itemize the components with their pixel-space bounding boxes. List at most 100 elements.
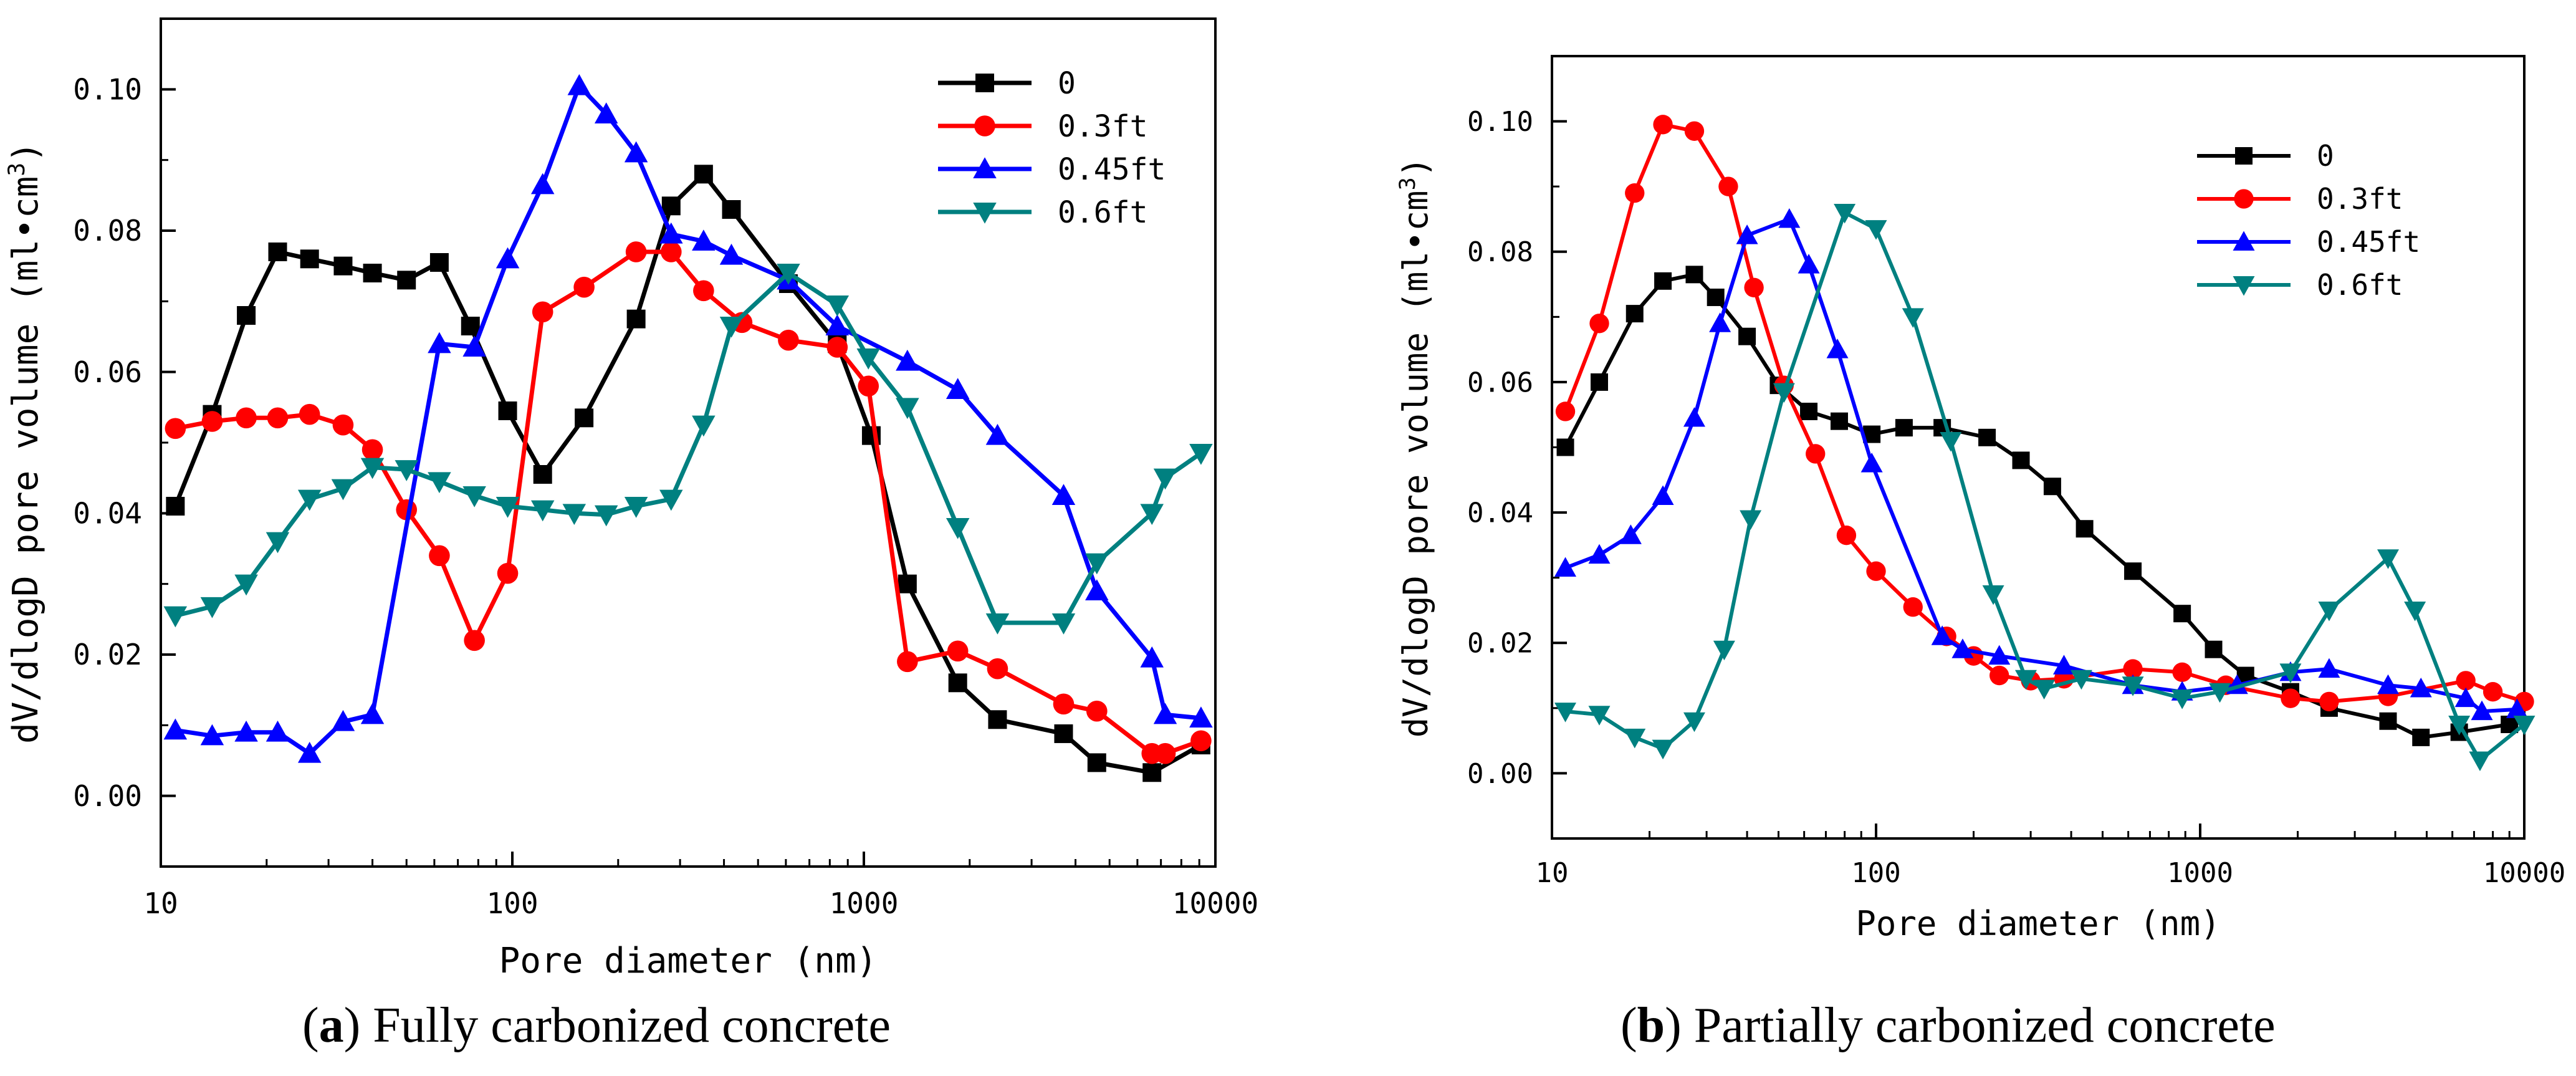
x-axis-label: Pore diameter (nm) bbox=[499, 941, 878, 981]
data-point bbox=[897, 651, 918, 673]
data-point bbox=[1866, 562, 1885, 581]
data-point bbox=[361, 703, 385, 724]
data-point bbox=[1685, 122, 1704, 141]
y-tick-label: 0.06 bbox=[73, 355, 142, 389]
data-point bbox=[1589, 314, 1609, 333]
data-point bbox=[987, 658, 1008, 680]
y-tick-label: 0.10 bbox=[1467, 106, 1533, 138]
y-tick-label: 0.02 bbox=[73, 638, 142, 671]
y-axis-label: dV/dlogD pore volume (ml•cm3) bbox=[3, 142, 47, 744]
data-point bbox=[1707, 289, 1725, 306]
data-point bbox=[573, 277, 595, 298]
data-point bbox=[2469, 752, 2491, 772]
x-tick-label: 100 bbox=[486, 886, 538, 920]
y-axis-label-main: dV/dlogD pore volume (ml•cm bbox=[1396, 190, 1435, 737]
caption-a-letter: a bbox=[319, 998, 344, 1053]
series-0-3ft: 0.3ft bbox=[165, 109, 1212, 764]
y-tick-label: 0.10 bbox=[73, 72, 142, 106]
legend-marker bbox=[974, 115, 995, 137]
data-point bbox=[165, 418, 186, 440]
data-point bbox=[429, 545, 450, 567]
data-point bbox=[499, 401, 517, 420]
legend-label: 0 bbox=[2317, 139, 2334, 173]
data-point bbox=[1978, 429, 1996, 446]
data-point bbox=[1709, 312, 1731, 332]
data-point bbox=[1683, 407, 1705, 427]
data-point bbox=[1740, 511, 1761, 531]
series-line bbox=[1566, 274, 2510, 737]
series-0-3ft: 0.3ft bbox=[1556, 115, 2534, 711]
data-point bbox=[2281, 688, 2300, 708]
data-point bbox=[268, 243, 287, 261]
series-0: 0 bbox=[166, 66, 1210, 782]
data-point bbox=[1654, 272, 1672, 290]
data-point bbox=[1902, 308, 1924, 327]
series-line bbox=[175, 252, 1201, 754]
data-point bbox=[1085, 579, 1109, 600]
data-point bbox=[1088, 753, 1106, 772]
data-point bbox=[693, 281, 714, 302]
data-point bbox=[1837, 526, 1856, 545]
data-point bbox=[202, 411, 223, 432]
data-point bbox=[722, 200, 741, 219]
x-axis-label: Pore diameter (nm) bbox=[1855, 904, 2220, 943]
caption-b-letter: b bbox=[1637, 998, 1665, 1053]
data-point bbox=[826, 337, 848, 358]
data-point bbox=[720, 244, 744, 265]
data-point bbox=[1557, 439, 1574, 456]
data-point bbox=[626, 241, 647, 262]
data-point bbox=[1865, 220, 1887, 240]
data-point bbox=[1652, 740, 1674, 760]
data-point bbox=[575, 408, 593, 427]
data-point bbox=[1189, 444, 1213, 465]
caption-a-open: ( bbox=[302, 998, 319, 1053]
data-point bbox=[2124, 562, 2142, 580]
data-point bbox=[896, 398, 919, 419]
data-point bbox=[1800, 403, 1817, 420]
data-point bbox=[2379, 713, 2396, 730]
data-point bbox=[532, 302, 553, 323]
y-axis-label-end: ) bbox=[6, 142, 46, 163]
data-point bbox=[267, 408, 289, 429]
x-tick-label: 10000 bbox=[2483, 857, 2565, 889]
data-point bbox=[496, 247, 520, 269]
caption-b: (b) Partially carbonized concrete bbox=[1621, 997, 2276, 1054]
data-point bbox=[2172, 663, 2191, 682]
data-point bbox=[1190, 730, 1212, 751]
data-point bbox=[692, 416, 716, 437]
legend-label: 0 bbox=[1058, 66, 1076, 101]
data-point bbox=[1625, 183, 1644, 203]
data-point bbox=[1834, 204, 1855, 224]
data-point bbox=[1895, 419, 1913, 436]
data-point bbox=[1903, 597, 1923, 617]
caption-a-text: Fully carbonized concrete bbox=[360, 998, 891, 1053]
data-point bbox=[1652, 485, 1674, 505]
data-point bbox=[430, 253, 449, 272]
legend-label: 0.6ft bbox=[1058, 195, 1148, 230]
y-axis-label-main: dV/dlogD pore volume (ml•cm bbox=[6, 176, 46, 744]
data-point bbox=[1827, 339, 1849, 358]
data-point bbox=[2483, 682, 2502, 701]
data-point bbox=[2205, 641, 2223, 658]
data-point bbox=[2044, 478, 2061, 495]
caption-b-close: ) bbox=[1665, 998, 1682, 1053]
caption-a: (a) Fully carbonized concrete bbox=[302, 997, 891, 1054]
caption-b-open: ( bbox=[1621, 998, 1637, 1053]
data-point bbox=[166, 497, 184, 516]
data-point bbox=[164, 719, 188, 740]
data-point bbox=[2404, 602, 2426, 622]
legend-label: 0.6ft bbox=[2317, 268, 2403, 302]
legend-marker bbox=[2234, 189, 2253, 208]
data-point bbox=[236, 408, 257, 429]
data-point bbox=[1556, 401, 1575, 421]
data-point bbox=[2173, 605, 2191, 622]
series-line bbox=[175, 174, 1201, 772]
data-point bbox=[2033, 680, 2055, 699]
y-axis-label-superscript: 3 bbox=[1395, 177, 1420, 190]
data-point bbox=[1831, 413, 1848, 430]
data-point bbox=[1861, 453, 1883, 473]
data-point bbox=[1940, 432, 1961, 452]
data-point bbox=[1806, 444, 1825, 463]
data-point bbox=[1086, 701, 1108, 722]
legend-label: 0.45ft bbox=[2317, 225, 2420, 259]
